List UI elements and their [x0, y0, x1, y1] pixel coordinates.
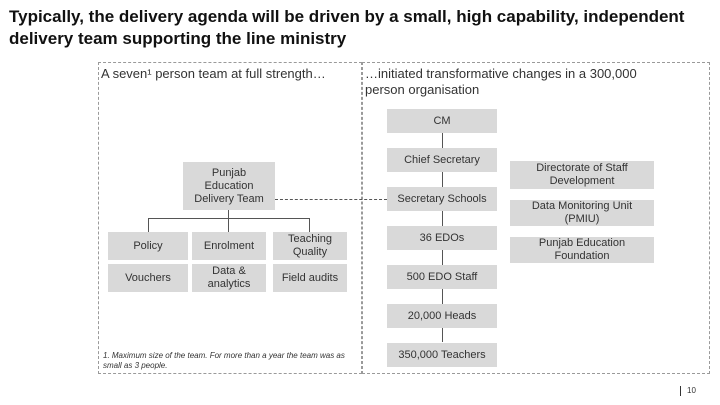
connector-col-3 [309, 218, 310, 232]
hierarchy-box-edo-staff: 500 EDO Staff [387, 265, 497, 289]
left-panel [98, 62, 362, 374]
team-connector [228, 210, 229, 219]
footnote: 1. Maximum size of the team. For more th… [103, 351, 345, 370]
side-unit-pmiu: Data Monitoring Unit (PMIU) [510, 200, 654, 226]
hierarchy-box-heads: 20,000 Heads [387, 304, 497, 328]
delivery-team-box: Punjab Education Delivery Team [183, 162, 275, 210]
right-panel-heading: …initiated transformative changes in a 3… [365, 66, 637, 97]
functions-bus [148, 218, 310, 219]
function-box-policy: Policy [108, 232, 188, 260]
connector-col-2 [228, 218, 229, 232]
slide-title: Typically, the delivery agenda will be d… [9, 7, 685, 48]
side-unit-staff-development: Directorate of Staff Development [510, 161, 654, 189]
hierarchy-box-cm: CM [387, 109, 497, 133]
function-box-vouchers: Vouchers [108, 264, 188, 292]
right-panel [362, 62, 710, 374]
left-panel-heading: A seven¹ person team at full strength… [101, 66, 326, 81]
hierarchy-box-teachers: 350,000 Teachers [387, 343, 497, 367]
function-box-teaching-quality: Teaching Quality [273, 232, 347, 260]
connector-col-1 [148, 218, 149, 232]
function-box-data-analytics: Data & analytics [192, 264, 266, 292]
function-box-enrolment: Enrolment [192, 232, 266, 260]
team-to-secretary-link [275, 199, 387, 200]
hierarchy-box-chief-secretary: Chief Secretary [387, 148, 497, 172]
side-unit-education-foundation: Punjab Education Foundation [510, 237, 654, 263]
hierarchy-box-edos: 36 EDOs [387, 226, 497, 250]
hierarchy-box-secretary-schools: Secretary Schools [387, 187, 497, 211]
page-number: 10 [680, 386, 696, 396]
function-box-field-audits: Field audits [273, 264, 347, 292]
